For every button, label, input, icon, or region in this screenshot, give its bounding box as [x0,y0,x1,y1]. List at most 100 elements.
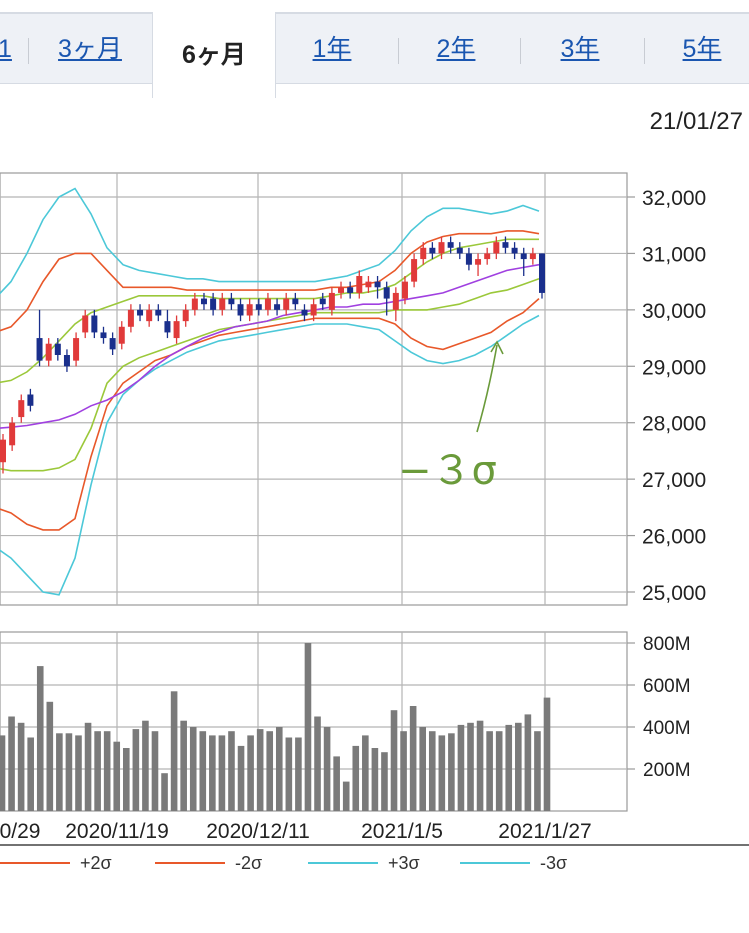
legend-label: +2σ [80,853,112,873]
candle-body [475,259,482,265]
candle-body [401,281,408,299]
y-tick-label: 25,000 [642,582,706,605]
candle-body [539,253,545,293]
volume-bar [352,745,360,811]
volume-bar [142,720,149,811]
candle-body [420,247,427,260]
y-tick-label: 30,000 [642,300,706,323]
legend: +2σ -2σ +3σ -3σ [0,853,567,873]
candle-body [283,298,290,310]
tab-5y[interactable]: 5年 [682,35,722,63]
volume-bar [448,733,455,811]
candle-body [137,309,144,316]
candle-body [447,242,454,248]
volume-bar [495,731,503,811]
volume-bar [275,727,283,811]
y-tick-label: 26,000 [642,526,706,549]
band-plus3-line [0,187,540,295]
tab-separator [28,38,29,64]
candle-body [82,315,89,333]
y-tick-label: 29,000 [642,356,706,379]
x-tick-label: 2021/1/27 [498,820,591,843]
candle-body [191,298,198,310]
candle-body [0,439,6,463]
candle-body [328,292,335,310]
candle-body [73,338,80,361]
price-axis: 32,000 31,000 30,000 29,000 28,000 27,000 26,0… [627,187,706,605]
x-tick-label: 2021/1/5 [361,820,443,843]
annotation-arrow [476,344,498,433]
volume-plot-area [0,631,628,812]
tab-3m[interactable]: 3ヶ月 [58,35,122,63]
volume-bar [524,714,532,811]
volume-bar [428,731,436,811]
candle-body [255,304,262,310]
legend-label: +3σ [388,853,420,873]
volume-bar [419,727,427,811]
volume-bar [94,731,101,811]
volume-bar [103,731,111,811]
candle-body [392,292,399,310]
candle-body [146,309,153,322]
date-axis: 0/29 2020/11/19 2020/12/11 2021/1/5 2021/1/2… [0,820,749,846]
candle-body [411,259,418,282]
tab-1m[interactable]: 1 [0,35,12,63]
volume-bar [132,729,140,811]
candle-body [365,281,372,288]
candle-body [529,253,536,260]
volume-bar [27,737,34,811]
tab-1y[interactable]: 1年 [312,35,352,63]
y-tick-label: 31,000 [642,243,706,266]
candle-body [182,309,189,322]
date-label: 21/01/27 [649,108,743,135]
volume-bar [314,716,321,811]
candle-body [18,400,25,418]
candle-body [200,298,207,305]
candle-body [63,355,70,367]
period-tabbar: 1 3ヶ月 6ヶ月 1年 2年 3年 5年 [0,12,749,98]
volume-bar [266,731,274,811]
candle-body [100,332,107,339]
volume-bar [151,731,159,811]
volume-bar [409,706,417,811]
candle-body [164,321,171,333]
volume-bar [438,735,446,811]
candle-body [45,343,52,361]
volume-bar [476,720,484,811]
tab-2y[interactable]: 2年 [436,35,476,63]
x-tick-label: 0/29 [0,820,40,843]
volume-bar [199,731,207,811]
volume-bar [534,731,541,811]
volume-bar [285,737,293,811]
candle-body [127,309,134,327]
volume-bar [400,731,407,811]
candle-body [429,247,436,254]
candle-body [301,309,308,316]
band-plus2-line [0,230,540,332]
tab-separator [520,38,521,64]
candle-body [264,298,271,310]
annotation-label: −３σ [398,448,497,494]
candle-body [173,321,180,339]
candle-body [237,304,244,316]
candle-body [356,276,363,293]
volume-bar [228,731,235,811]
volume-bar [237,745,245,811]
volume-tick-label: 800M [643,634,691,655]
volume-bar [304,643,312,811]
price-plot-area [0,172,628,606]
volume-bar [209,735,216,811]
band-minus3-line [0,314,540,596]
candle-body [292,298,299,305]
tab-6m[interactable]: 6ヶ月 [152,12,276,98]
tab-3y[interactable]: 3年 [560,35,600,63]
candle-body [274,304,281,310]
candle-body [520,253,527,260]
x-tick-label: 2020/12/11 [206,820,310,843]
volume-bars [0,643,551,811]
volume-bar [84,722,92,811]
tab-separator [398,38,399,64]
volume-bar [17,722,25,811]
volume-bar [65,733,73,811]
